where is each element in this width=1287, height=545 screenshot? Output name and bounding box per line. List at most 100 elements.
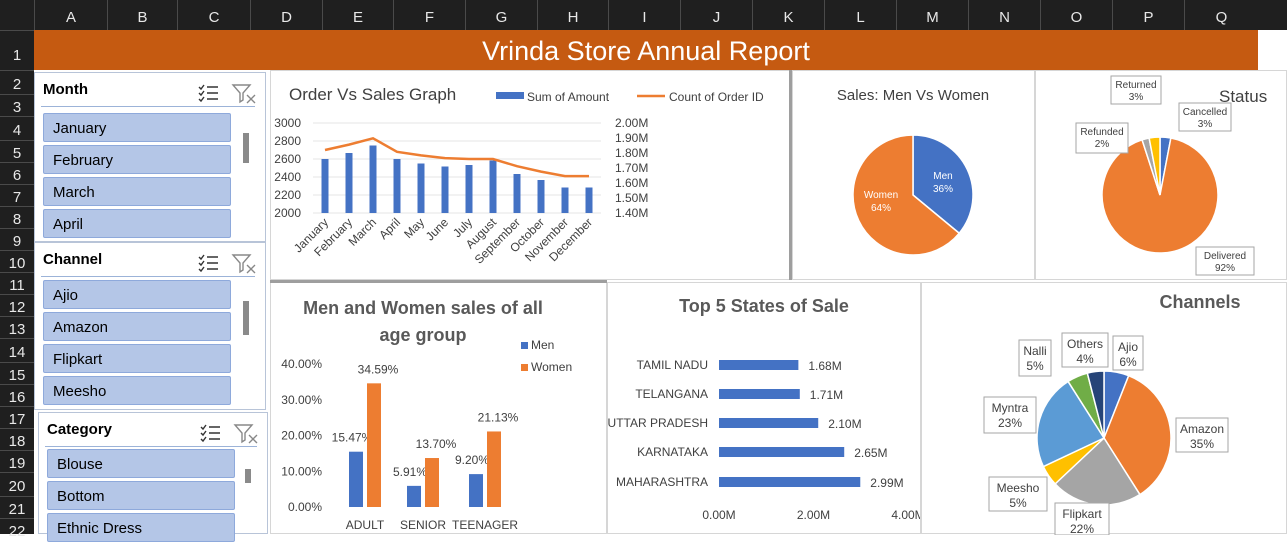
row-header-5[interactable]: 5 xyxy=(0,140,34,162)
row-header-15[interactable]: 15 xyxy=(0,362,34,384)
state-bar xyxy=(719,389,800,399)
slicer-item-march[interactable]: March xyxy=(43,177,231,206)
data-label-box xyxy=(1195,246,1255,276)
row-header-7[interactable]: 7 xyxy=(0,184,34,206)
channels-pie-chart[interactable]: Channels Ajio 6% Amazon 35% Flipkart 22% Meesho… xyxy=(921,282,1287,536)
column-header-d[interactable]: D xyxy=(250,0,322,30)
row-header-18[interactable]: 18 xyxy=(0,428,34,450)
slice-label-value: 64% xyxy=(871,203,891,214)
slicer-item-flipkart[interactable]: Flipkart xyxy=(43,344,231,373)
row-header-2[interactable]: 2 xyxy=(0,70,34,94)
top-states-svg: Top 5 States of Sale TAMIL NADU 1.68M TELAN… xyxy=(608,296,925,522)
row-header-6[interactable]: 6 xyxy=(0,162,34,184)
data-label-value: 5% xyxy=(1009,496,1027,510)
slicer-item-meesho[interactable]: Meesho xyxy=(43,376,231,405)
column-header-f[interactable]: F xyxy=(393,0,465,30)
slicer-scrollbar[interactable] xyxy=(243,301,249,335)
slicer-item-blouse[interactable]: Blouse xyxy=(47,449,235,478)
row-header-9[interactable]: 9 xyxy=(0,228,34,250)
order-vs-sales-chart[interactable]: Order Vs Sales Graph Sum of Amount Count o… xyxy=(270,70,791,280)
clear-filter-icon[interactable] xyxy=(231,82,257,104)
column-header-i[interactable]: I xyxy=(608,0,680,30)
column-header-n[interactable]: N xyxy=(968,0,1040,30)
data-label-box xyxy=(1110,75,1162,105)
data-label: 1.71M xyxy=(810,388,843,402)
row-header-20[interactable]: 20 xyxy=(0,472,34,496)
slicer-item-january[interactable]: January xyxy=(43,113,231,142)
status-pie-chart[interactable]: Status Cancelled 3% Delivered 92% Refunded 2% R… xyxy=(1035,70,1287,280)
slicer-item-amazon[interactable]: Amazon xyxy=(43,312,231,341)
order-vs-sales-svg: Order Vs Sales Graph Sum of Amount Count o… xyxy=(274,85,764,267)
month-slicer[interactable]: Month January February March April xyxy=(34,72,266,242)
column-header-e[interactable]: E xyxy=(322,0,393,30)
data-label-name: Nalli xyxy=(1023,344,1046,358)
row-header-16[interactable]: 16 xyxy=(0,384,34,406)
top-states-chart[interactable]: Top 5 States of Sale TAMIL NADU 1.68M TELAN… xyxy=(607,282,925,534)
row-header-17[interactable]: 17 xyxy=(0,406,34,428)
data-label: 15.47% xyxy=(332,431,373,445)
row-header-13[interactable]: 13 xyxy=(0,316,34,338)
chart-title: Sales: Men Vs Women xyxy=(837,87,989,104)
status-svg: StatusCancelled3%Delivered92%Refunded2%R… xyxy=(1075,75,1267,276)
row-header-10[interactable]: 10 xyxy=(0,250,34,272)
slicer-scrollbar[interactable] xyxy=(243,133,249,163)
y-tick: 10.00% xyxy=(281,464,322,478)
multi-select-icon[interactable] xyxy=(197,83,219,103)
women-bar xyxy=(487,431,501,507)
column-header-a[interactable]: A xyxy=(34,0,107,30)
data-label-name: Cancelled xyxy=(1183,107,1227,118)
row-header-4[interactable]: 4 xyxy=(0,116,34,140)
column-header-k[interactable]: K xyxy=(752,0,824,30)
column-header-j[interactable]: J xyxy=(680,0,752,30)
row-header-1[interactable]: 1 xyxy=(0,30,34,70)
column-header-h[interactable]: H xyxy=(537,0,608,30)
y-right-tick: 1.80M xyxy=(615,146,648,160)
slicer-item-april[interactable]: April xyxy=(43,209,231,238)
data-label-box xyxy=(1054,502,1110,536)
column-header-m[interactable]: M xyxy=(896,0,968,30)
state-bar xyxy=(719,418,819,428)
orders-line xyxy=(324,136,589,178)
multi-select-icon[interactable] xyxy=(199,423,221,443)
column-header-g[interactable]: G xyxy=(465,0,537,30)
multi-select-icon[interactable] xyxy=(197,253,219,273)
category-slicer[interactable]: Category Blouse Bottom Ethnic Dress xyxy=(38,412,268,542)
category-label: MAHARASHTRA xyxy=(616,475,708,489)
y-left-tick: 2200 xyxy=(274,188,301,202)
category-label: UTTAR PRADESH xyxy=(608,416,708,430)
slicer-item-ajio[interactable]: Ajio xyxy=(43,280,231,309)
amount-bar xyxy=(417,163,425,213)
slicer-item-bottom[interactable]: Bottom xyxy=(47,481,235,510)
clear-filter-icon[interactable] xyxy=(231,252,257,274)
row-header-12[interactable]: 12 xyxy=(0,294,34,316)
row-header-3[interactable]: 3 xyxy=(0,94,34,116)
clear-filter-icon[interactable] xyxy=(233,422,259,444)
channel-slicer[interactable]: Channel Ajio Amazon Flipkart Meesho xyxy=(34,242,266,410)
men-vs-women-pie-chart[interactable]: Sales: Men Vs Women Men 36% Women 64% xyxy=(792,70,1035,280)
amazon-slice xyxy=(1103,374,1172,496)
column-header-o[interactable]: O xyxy=(1040,0,1112,30)
row-header-22[interactable]: 22 xyxy=(0,518,34,540)
amount-bar xyxy=(513,174,521,213)
x-tick: 2.00M xyxy=(797,508,830,522)
slicer-scrollbar[interactable] xyxy=(245,469,251,483)
column-header-b[interactable]: B xyxy=(107,0,177,30)
slicer-item-february[interactable]: February xyxy=(43,145,231,174)
slicer-item-ethnic-dress[interactable]: Ethnic Dress xyxy=(47,513,235,542)
slicer-divider xyxy=(45,446,257,447)
chart-title: Order Vs Sales Graph xyxy=(289,85,456,104)
data-label-box xyxy=(983,396,1037,434)
men-bar xyxy=(407,485,421,507)
row-header-11[interactable]: 11 xyxy=(0,272,34,294)
row-header-21[interactable]: 21 xyxy=(0,496,34,518)
age-group-sales-chart[interactable]: Men and Women sales of all age group Men Wo… xyxy=(270,282,607,534)
data-label: 2.99M xyxy=(870,476,903,490)
column-header-p[interactable]: P xyxy=(1112,0,1184,30)
column-header-q[interactable]: Q xyxy=(1184,0,1258,30)
age-group-svg: Men and Women sales of all age group Men Wo… xyxy=(281,298,572,532)
column-header-l[interactable]: L xyxy=(824,0,896,30)
row-header-19[interactable]: 19 xyxy=(0,450,34,472)
column-header-c[interactable]: C xyxy=(177,0,250,30)
row-header-14[interactable]: 14 xyxy=(0,338,34,362)
row-header-8[interactable]: 8 xyxy=(0,206,34,228)
